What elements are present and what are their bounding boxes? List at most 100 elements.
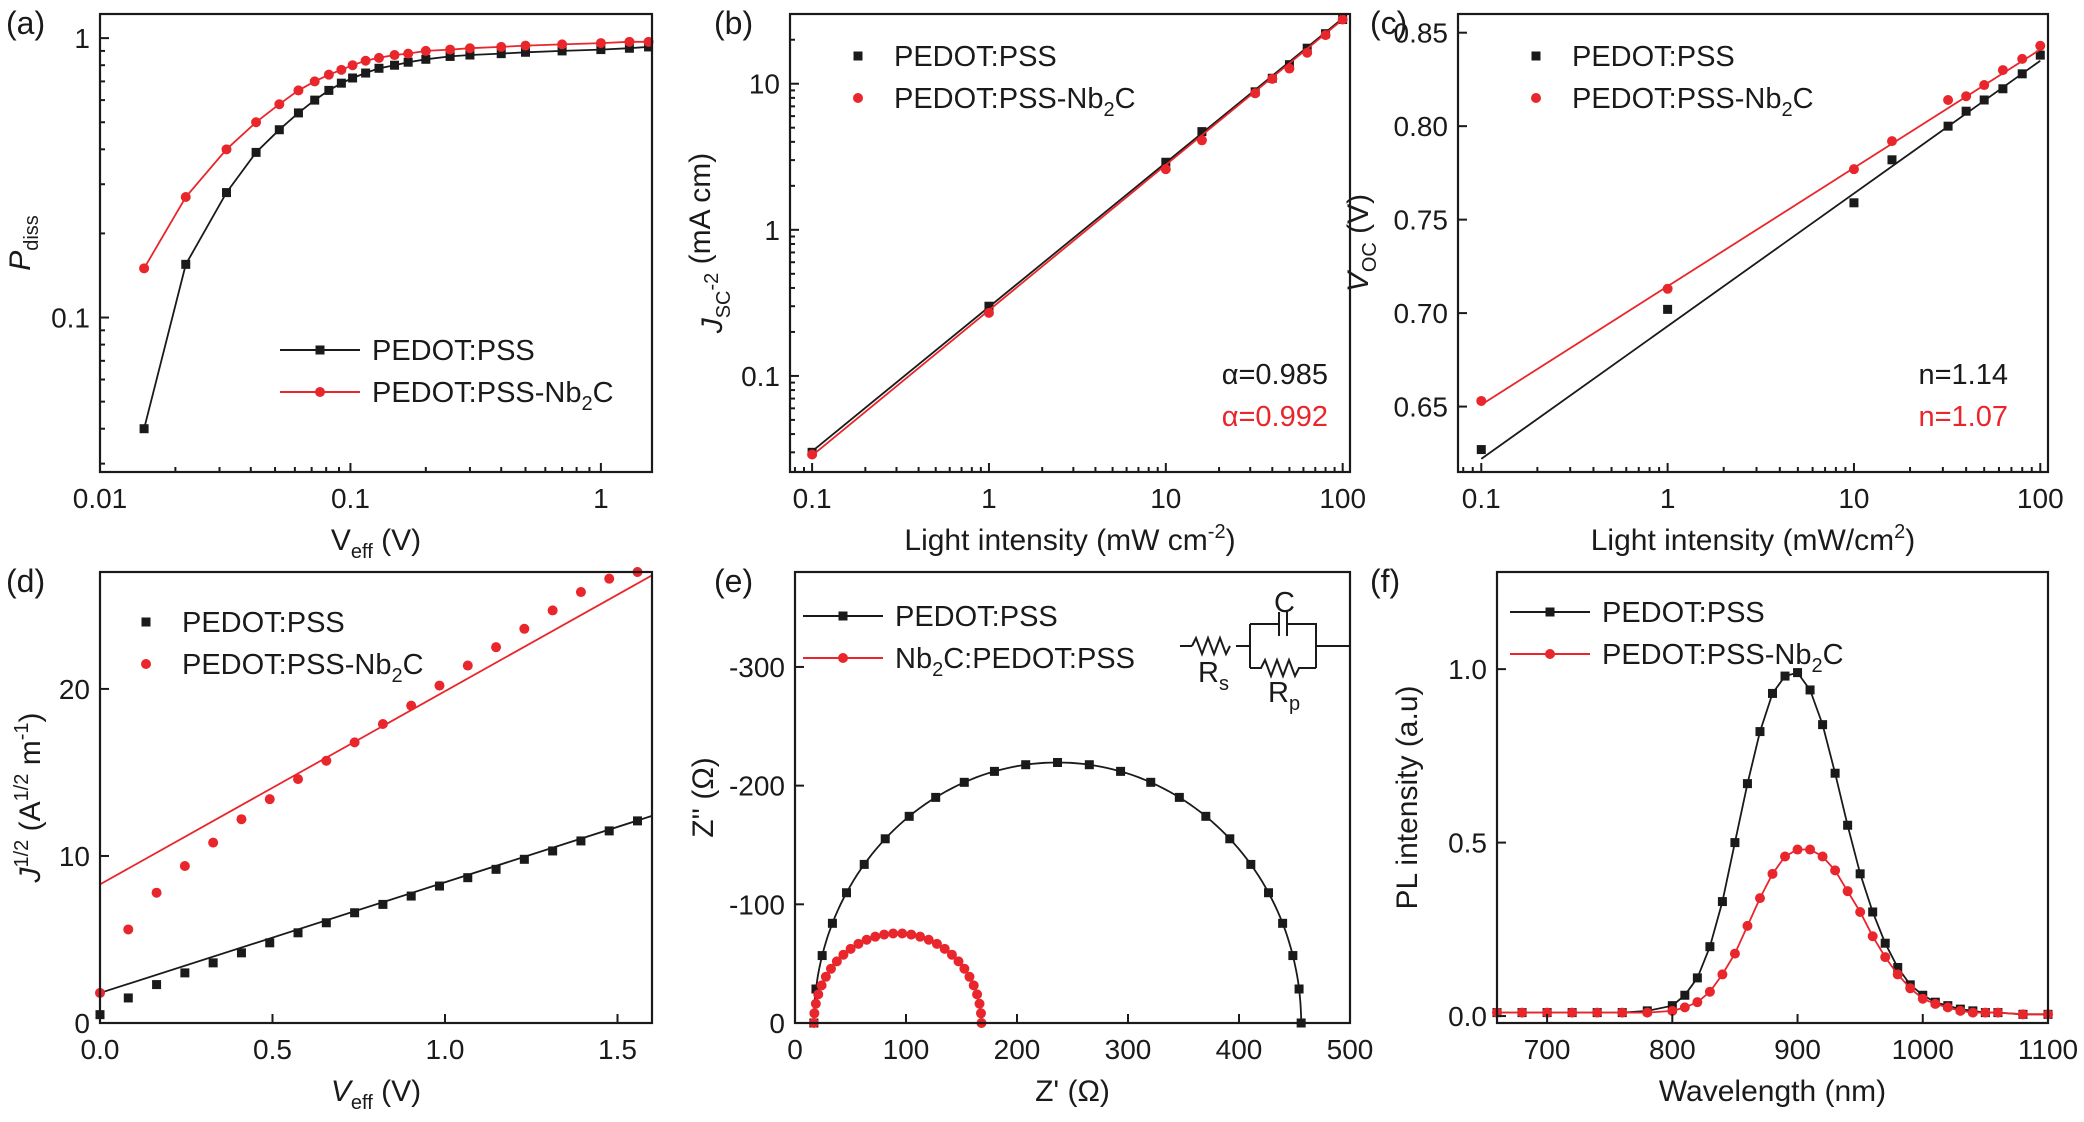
data-point xyxy=(1855,869,1865,879)
data-point xyxy=(264,794,275,805)
x-tick-label: 1100 xyxy=(2018,1034,2078,1065)
x-axis-label: Light intensity (mW cm-2) xyxy=(904,521,1235,557)
data-point xyxy=(181,259,191,269)
data-point xyxy=(1146,777,1156,787)
data-point xyxy=(350,908,360,918)
panel-f: 700 800 900 1000 1100 0.0 0.5 1.0 (f) Wavelength … xyxy=(1370,563,2078,1108)
fit-line xyxy=(99,574,653,886)
data-point xyxy=(1197,127,1207,137)
data-point xyxy=(2017,1009,2028,1020)
data-point xyxy=(974,998,985,1009)
data-point xyxy=(1997,65,2008,76)
data-point xyxy=(1979,95,1989,105)
legend-label: PEDOT:PSS xyxy=(895,601,1058,633)
data-point xyxy=(1943,94,1954,105)
plot-frame xyxy=(98,570,654,1025)
legend-label: PEDOT:PSS xyxy=(1602,597,1765,629)
y-tick-label: 0.85 xyxy=(1394,18,1449,49)
data-point xyxy=(1998,84,2008,94)
data-point xyxy=(633,816,643,826)
panel-c: 0.1 1 10 100 0.65 0.70 0.75 0.80 0.85(c) Light in… xyxy=(1342,5,2064,557)
data-point xyxy=(1942,1002,1953,1013)
data-point xyxy=(813,989,824,1000)
data-point xyxy=(347,60,358,71)
annotation: n=1.14 xyxy=(1918,359,2008,391)
data-point xyxy=(959,963,970,974)
data-point xyxy=(906,929,917,940)
y-tick-label: 10 xyxy=(59,841,90,872)
rs-label: Rs xyxy=(1198,657,1229,695)
data-point xyxy=(825,963,836,974)
data-point xyxy=(946,949,957,960)
y-tick-label: -100 xyxy=(729,889,785,920)
data-point xyxy=(1642,1007,1653,1018)
plot-frame xyxy=(98,12,654,474)
x-tick-label: 0 xyxy=(787,1034,803,1065)
series-0 xyxy=(95,815,653,1020)
data-point xyxy=(838,949,849,960)
data-point xyxy=(236,948,246,958)
panel-b: 0.1 1 10 100 0.1 1 10 (b) Light intensity (mW cm… xyxy=(684,5,1366,557)
data-point xyxy=(1980,1007,1991,1018)
data-point xyxy=(983,307,994,318)
data-point xyxy=(151,887,162,898)
data-point xyxy=(123,924,134,935)
capacitor-label: C xyxy=(1274,587,1295,619)
panel-a: 0.01 0.1 10.11(a)Veff (V)PdissPEDOT:PSSPED… xyxy=(4,5,654,563)
data-point xyxy=(361,68,371,78)
data-point xyxy=(842,888,852,898)
data-point xyxy=(1246,859,1256,869)
data-point xyxy=(1961,106,1971,116)
x-tick-label: 0.1 xyxy=(331,483,370,514)
data-point xyxy=(984,301,994,311)
data-point xyxy=(1667,1005,1678,1016)
data-point xyxy=(293,928,303,938)
data-point xyxy=(519,854,529,864)
annotation: α=0.985 xyxy=(1222,359,1328,391)
data-point xyxy=(1943,121,1953,131)
panel-label: (e) xyxy=(714,563,753,599)
data-point xyxy=(1476,445,1486,455)
x-tick-label: 700 xyxy=(1524,1034,1571,1065)
data-point xyxy=(1780,851,1791,862)
resistor-rp xyxy=(1250,657,1316,679)
y-tick-label: 1.0 xyxy=(1448,654,1487,685)
data-point xyxy=(888,928,899,939)
data-point xyxy=(2035,40,2046,51)
panel-e: 0 100 200 300 400 500 0 -100 -200 -300 (e) Z' (Ω) Z'… xyxy=(687,563,1373,1108)
y-tick-label: 10 xyxy=(749,69,780,100)
data-point xyxy=(1692,997,1703,1008)
data-point xyxy=(624,43,634,53)
data-point xyxy=(1617,1007,1628,1018)
data-point xyxy=(360,55,371,66)
legend-marker xyxy=(141,617,151,627)
x-tick-label: 10 xyxy=(1838,483,1869,514)
data-point xyxy=(1893,962,1903,972)
x-tick-label: 100 xyxy=(1319,483,1366,514)
data-point xyxy=(1084,760,1094,770)
data-point xyxy=(1320,30,1331,41)
data-point xyxy=(1805,844,1816,855)
data-point xyxy=(374,63,384,73)
data-point xyxy=(931,938,942,949)
data-point xyxy=(464,43,475,54)
data-point xyxy=(1830,865,1841,876)
legend-label: PEDOT:PSS-Nb2C xyxy=(372,377,614,415)
data-point xyxy=(293,774,304,785)
series-line xyxy=(143,40,649,269)
x-tick-label: 0.1 xyxy=(1462,483,1501,514)
data-point xyxy=(2017,69,2027,79)
series-line xyxy=(813,932,983,1023)
capacitor xyxy=(1278,612,1288,636)
data-point xyxy=(1267,73,1278,84)
data-point xyxy=(403,57,413,67)
panel-label: (c) xyxy=(1370,5,1407,41)
series-1 xyxy=(1476,40,2046,406)
panel-label: (a) xyxy=(6,5,45,41)
data-point xyxy=(1992,1007,2003,1018)
data-point xyxy=(321,755,332,766)
data-point xyxy=(968,980,979,991)
data-point xyxy=(1967,1007,1978,1018)
y-tick-label: 20 xyxy=(59,674,90,705)
